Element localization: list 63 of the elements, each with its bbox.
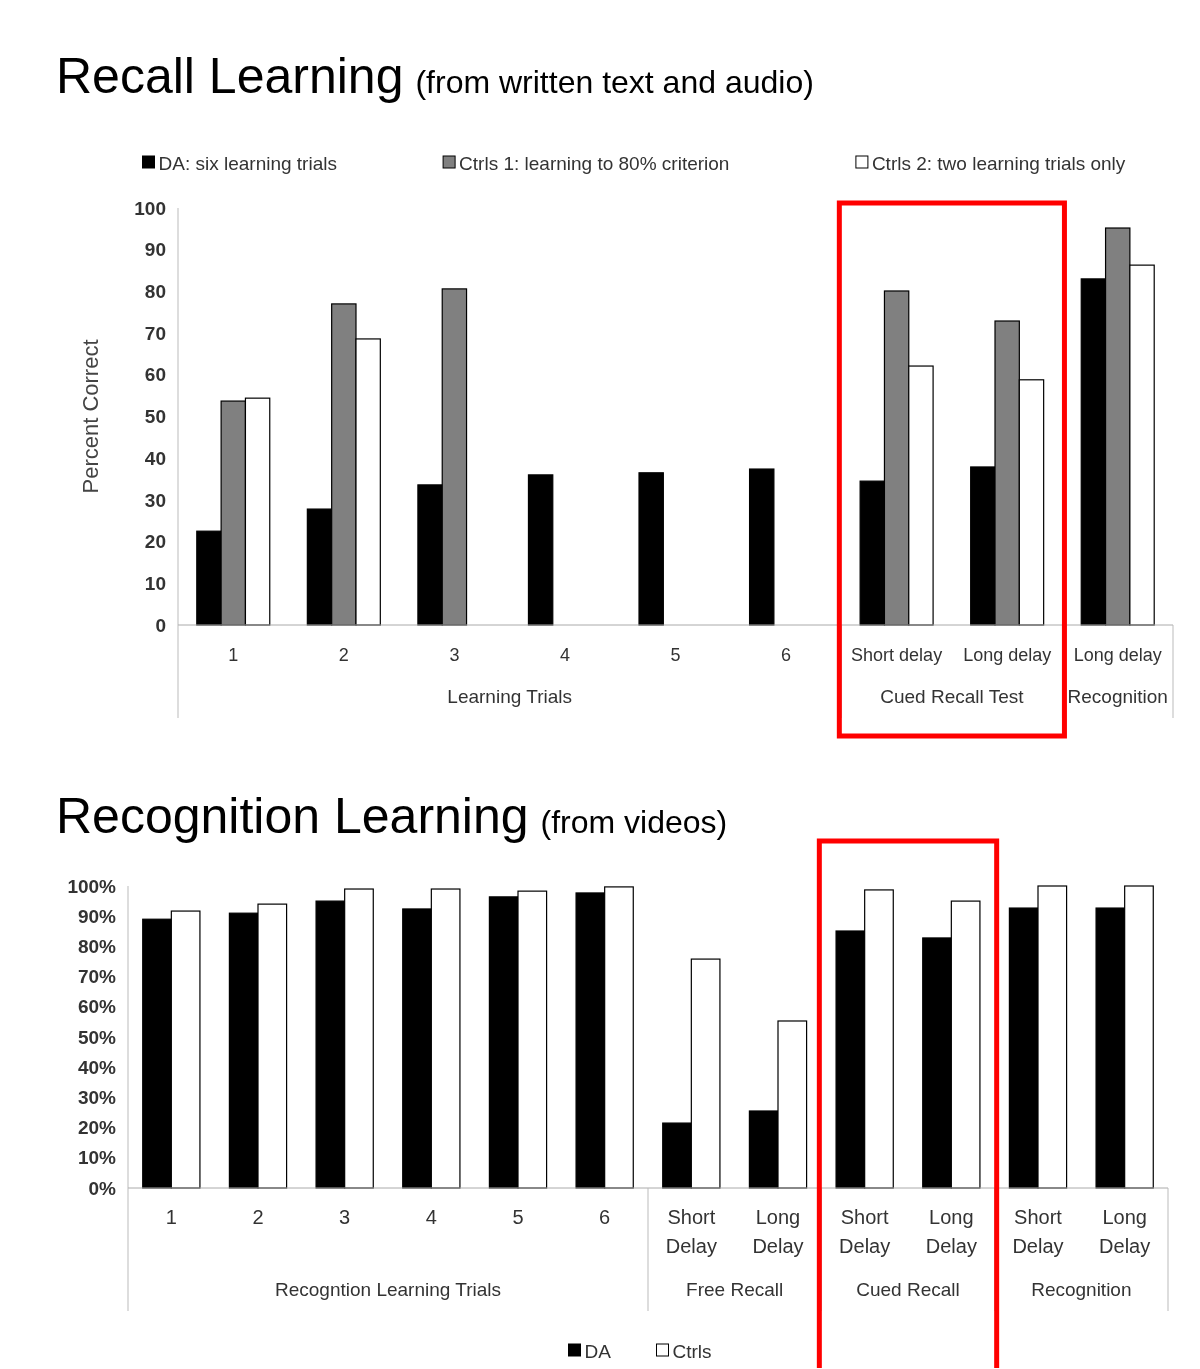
y-tick-label: 100 [134, 197, 166, 219]
x-tick-label: 4 [425, 1206, 437, 1228]
x-tick-label: 5 [512, 1206, 524, 1228]
text: Cued Recall [856, 1279, 960, 1300]
y-tick-label: 10 [144, 572, 166, 594]
bar [638, 472, 664, 626]
y-tick-label: 80 [144, 281, 166, 303]
chart-title: Recognition Learning [56, 788, 529, 844]
bar [527, 474, 554, 626]
text: Recognition [1031, 1279, 1132, 1300]
text: Cued Recall Test [880, 686, 1025, 707]
y-tick-label: 30 [144, 489, 166, 511]
y-tick-label: 80% [77, 936, 117, 958]
y-tick-label: 50 [144, 406, 166, 428]
legend-label: DA [584, 1340, 612, 1362]
y-tick-label: 10% [77, 1147, 117, 1169]
y-tick-label: 20 [144, 531, 166, 553]
legend-label: Ctrls [672, 1340, 712, 1362]
y-tick-label: 90 [144, 239, 166, 261]
x-tick-label: 4 [559, 645, 570, 665]
text: Recognition [1067, 686, 1168, 707]
text: Recogntion Learning Trials [274, 1279, 502, 1300]
y-tick-label: 50% [77, 1026, 117, 1048]
text: Free Recall [686, 1279, 784, 1300]
x-tick-label: 2 [338, 645, 349, 665]
chart-subtitle: (from videos) [540, 804, 728, 840]
x-tick-label: 2 [252, 1206, 264, 1228]
x-tick-label: Long Delay [1099, 1206, 1151, 1257]
x-tick-label: 6 [599, 1206, 611, 1228]
bar [748, 468, 775, 626]
x-tick-label: 1 [228, 645, 239, 665]
chart-subtitle: (from written text and audio) [415, 64, 814, 100]
x-tick-label: Long delay [963, 645, 1052, 665]
y-tick-label: 0 [155, 614, 166, 636]
x-tick-label: Long Delay [752, 1206, 804, 1257]
y-tick-label: 60 [144, 364, 166, 386]
y-tick-label: 60% [77, 996, 117, 1018]
legend-label: Ctrls 2: two learning trials only [871, 152, 1126, 174]
legend-label: Ctrls 1: learning to 80% criterion [459, 152, 730, 174]
y-axis-title: Percent Correct [78, 339, 103, 494]
x-tick-label: Long delay [1073, 645, 1162, 665]
y-tick-label: 100% [67, 875, 117, 897]
y-tick-label: 40 [144, 447, 166, 469]
x-tick-label: 3 [449, 645, 460, 665]
y-tick-label: 40% [77, 1056, 117, 1078]
x-tick-label: 1 [165, 1206, 177, 1228]
legend-label: DA: six learning trials [158, 152, 337, 174]
y-tick-label: 70% [77, 966, 117, 988]
text: Learning Trials [447, 686, 572, 707]
x-tick-label: Short Delay [1012, 1206, 1064, 1257]
chart-title: Recall Learning [56, 48, 404, 104]
x-tick-label: 5 [670, 645, 681, 665]
y-tick-label: 0% [88, 1177, 117, 1199]
x-tick-label: Short Delay [665, 1206, 717, 1257]
x-tick-label: Short Delay [839, 1206, 891, 1257]
y-tick-label: 70 [144, 322, 166, 344]
x-tick-label: Long Delay [925, 1206, 977, 1257]
x-tick-label: 3 [339, 1206, 351, 1228]
y-tick-label: 30% [77, 1087, 117, 1109]
y-tick-label: 90% [77, 905, 117, 927]
y-tick-label: 20% [77, 1117, 117, 1139]
x-tick-label: 6 [781, 645, 792, 665]
x-tick-label: Short delay [851, 645, 943, 665]
